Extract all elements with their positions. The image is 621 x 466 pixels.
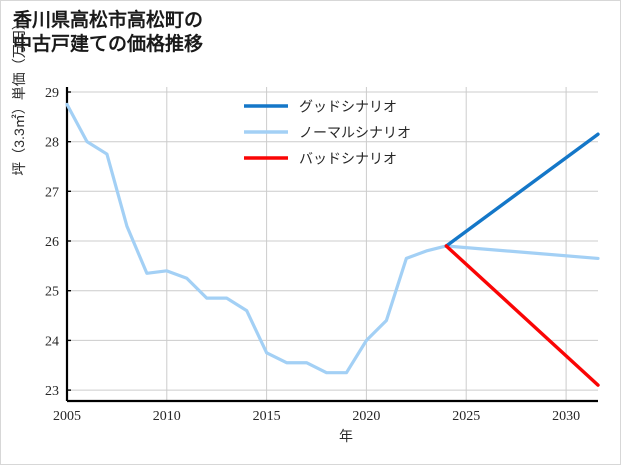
- x-tick-label: 2020: [352, 409, 380, 424]
- y-tick-label: 26: [45, 235, 59, 250]
- x-tick-labels: 2005 2010 2015 2020 2025 2030: [53, 409, 580, 424]
- y-tick-label: 24: [45, 334, 59, 349]
- x-tick-label: 2025: [452, 409, 480, 424]
- y-tick-label: 27: [45, 185, 59, 200]
- x-tick-label: 2030: [552, 409, 580, 424]
- axis-lines: [65, 87, 598, 403]
- x-axis-label: 年: [339, 428, 353, 444]
- y-tick-label: 29: [45, 86, 59, 101]
- y-tick-label: 28: [45, 136, 59, 151]
- series-line-ノーマルシナリオ: [65, 102, 600, 375]
- x-tick-label: 2005: [53, 409, 81, 424]
- y-tick-label: 23: [45, 384, 59, 399]
- legend-label: バッドシナリオ: [299, 151, 397, 167]
- y-tick-label: 25: [45, 285, 59, 300]
- y-tick-labels: 23 24 25 26 27 28 29: [45, 86, 71, 399]
- series-line-グッドシナリオ: [444, 132, 600, 248]
- series-line-バッドシナリオ: [444, 244, 600, 387]
- legend-label: グッドシナリオ: [299, 99, 397, 115]
- legend-label: ノーマルシナリオ: [299, 125, 411, 141]
- series-lines: [65, 102, 600, 387]
- x-tick-label: 2010: [153, 409, 181, 424]
- chart-title: 香川県高松市高松町の 中古戸建ての価格推移: [13, 10, 204, 56]
- x-tick-label: 2015: [253, 409, 281, 424]
